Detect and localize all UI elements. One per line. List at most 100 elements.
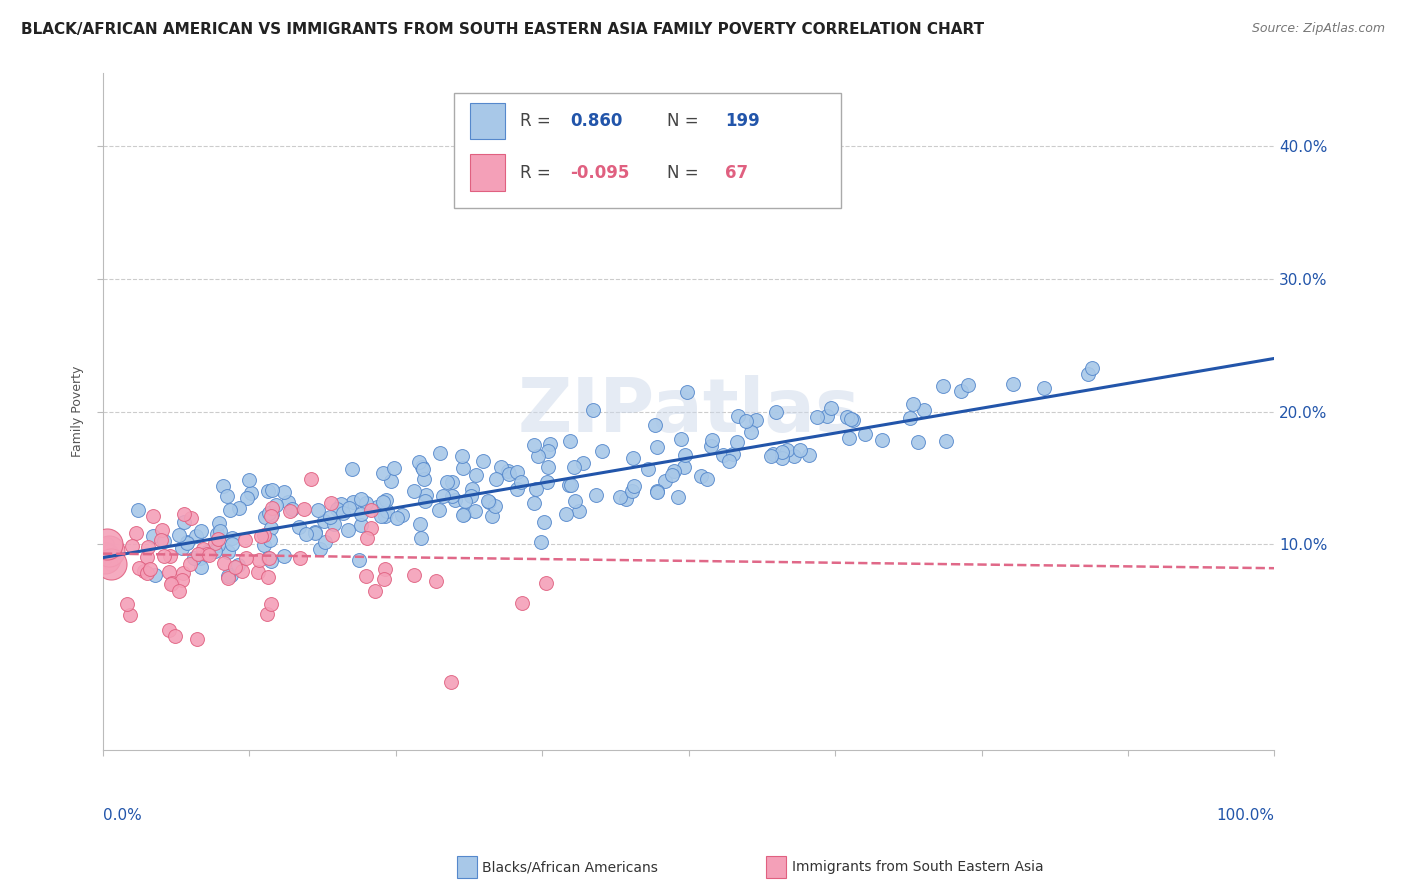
Point (360, 502, 382, 516)
Point (371, 494, 394, 508)
Text: Source: ZipAtlas.com: Source: ZipAtlas.com (1251, 22, 1385, 36)
Point (262, 483, 284, 498)
Point (212, 556, 235, 570)
Point (256, 484, 278, 499)
Point (180, 510, 202, 524)
Point (94, 550, 117, 565)
Point (700, 439, 723, 453)
Point (262, 500, 284, 515)
Point (191, 541, 214, 556)
Text: 100.0%: 100.0% (1216, 807, 1274, 822)
Point (382, 460, 405, 475)
Point (1081, 361, 1104, 376)
Point (585, 488, 607, 502)
Point (304, 526, 326, 541)
Point (645, 483, 668, 498)
Point (170, 541, 193, 555)
Point (841, 412, 863, 426)
Point (100, 558, 122, 572)
Point (609, 491, 631, 505)
Point (292, 502, 315, 516)
Point (120, 607, 142, 622)
Text: Blacks/African Americans: Blacks/African Americans (482, 860, 658, 874)
Point (260, 521, 283, 535)
Point (323, 516, 346, 531)
Point (436, 475, 458, 489)
Point (759, 449, 782, 463)
Point (374, 509, 396, 524)
Point (765, 404, 787, 418)
Text: BLACK/AFRICAN AMERICAN VS IMMIGRANTS FROM SOUTH EASTERN ASIA FAMILY POVERTY CORR: BLACK/AFRICAN AMERICAN VS IMMIGRANTS FRO… (21, 22, 984, 37)
Point (195, 547, 218, 561)
Point (591, 444, 613, 458)
Point (815, 409, 838, 424)
Text: Immigrants from South Eastern Asia: Immigrants from South Eastern Asia (792, 860, 1043, 874)
Point (912, 402, 935, 417)
Point (702, 433, 724, 447)
Point (621, 451, 644, 466)
Point (170, 573, 193, 587)
Point (249, 553, 271, 567)
Point (783, 450, 806, 464)
Point (173, 507, 195, 521)
Point (409, 532, 432, 546)
Point (835, 409, 858, 424)
Point (654, 474, 676, 488)
Point (496, 464, 519, 478)
Point (429, 446, 451, 460)
Point (96, 537, 118, 551)
Point (1001, 376, 1024, 391)
Point (478, 494, 501, 508)
Point (554, 507, 576, 521)
Point (614, 491, 637, 506)
Point (219, 503, 242, 517)
Point (260, 509, 283, 524)
Point (221, 537, 243, 551)
Point (295, 526, 318, 541)
Point (150, 523, 173, 537)
Point (901, 396, 924, 410)
Point (666, 490, 689, 504)
Point (115, 597, 138, 611)
Point (402, 483, 425, 498)
Point (789, 442, 811, 457)
Point (464, 504, 486, 518)
Point (366, 500, 388, 515)
Point (157, 623, 180, 637)
Point (321, 528, 343, 542)
Point (415, 487, 437, 501)
Point (246, 565, 269, 579)
Point (356, 531, 378, 545)
Point (221, 531, 243, 545)
Point (464, 467, 486, 482)
Point (179, 557, 201, 571)
Point (259, 554, 281, 568)
Point (451, 461, 474, 475)
Point (217, 569, 239, 583)
Point (498, 467, 520, 482)
Point (354, 569, 377, 583)
Point (744, 413, 766, 427)
Point (673, 448, 696, 462)
Point (373, 562, 395, 576)
Point (219, 567, 242, 582)
Point (307, 503, 329, 517)
Point (485, 472, 508, 486)
Point (581, 402, 603, 417)
Point (776, 443, 799, 458)
Point (371, 467, 394, 481)
Point (233, 533, 256, 547)
Point (506, 482, 529, 496)
Point (735, 414, 758, 428)
Point (770, 450, 793, 465)
Point (250, 529, 273, 543)
Point (326, 502, 349, 516)
Point (125, 525, 148, 540)
Point (512, 596, 534, 610)
Point (226, 558, 249, 572)
Point (534, 575, 557, 590)
Point (173, 515, 195, 529)
Point (560, 478, 582, 492)
Point (273, 485, 295, 500)
Point (342, 495, 364, 509)
